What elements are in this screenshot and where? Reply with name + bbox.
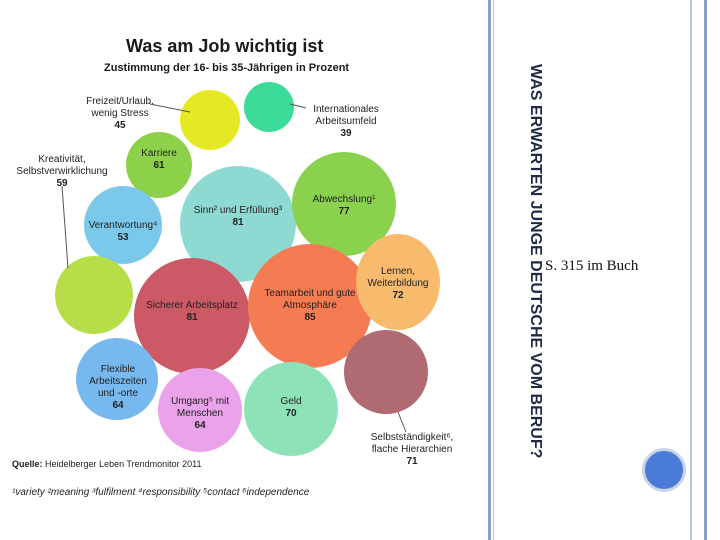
infographic-source: Quelle: Heidelberger Leben Trendmonitor … [12,459,202,469]
rail-left-2 [493,0,494,540]
rail-right-2 [704,0,707,540]
infographic-footnotes: ¹variety ²meaning ³fulfilment ⁴responsib… [12,487,310,498]
label-verantwortung: Verantwortung⁴ 53 [88,220,158,243]
slide-title-text: WAS ERWARTEN JUNGE DEUTSCHE VOM BERUF? [527,64,544,459]
bubble-umgang [158,368,242,452]
label-abwechslung: Abwechslung¹ 77 [312,194,376,217]
label-karriere: Karriere 61 [141,148,177,171]
bubble-lernen [356,234,440,330]
bubble-kreativitaet [55,256,133,334]
bubble-geld [244,362,338,456]
bubble-karriere [126,132,192,198]
bubble-sicherheit [134,258,250,374]
label-teamarbeit: Teamarbeit und gute Atmosphäre 85 [264,288,356,323]
slide-title: WAS ERWARTEN JUNGE DEUTSCHE VOM BERUF? [497,64,545,474]
bubble-freizeit [180,90,240,150]
infographic-title: Was am Job wichtig ist [126,36,324,56]
label-umgang: Umgang⁵ mit Menschen 64 [170,396,230,431]
rail-left-1 [488,0,491,540]
book-reference: S. 315 im Buch [545,258,639,274]
label-international: Internationales Arbeitsumfeld 39 [313,104,379,139]
bubble-flexibel [76,338,158,420]
infographic-panel: Was am Job wichtig ist Zustimmung der 16… [12,36,454,498]
label-lernen: Lernen, Weiterbildung 72 [367,266,429,301]
bubble-international [244,82,294,132]
label-selbststaendigkeit: Selbstständigkeit⁶, flache Hierarchien 71 [370,432,454,467]
rail-right-1 [690,0,692,540]
nav-circle-button[interactable] [642,448,686,492]
bubble-verantwortung [84,186,162,264]
label-sicherheit: Sicherer Arbeitsplatz 81 [146,300,238,323]
bubble-selbststaendigkeit [344,330,428,414]
label-flexibel: Flexible Arbeitszeiten und -orte 64 [89,364,147,411]
infographic-subtitle: Zustimmung der 16- bis 35-Jährigen in Pr… [104,62,350,74]
label-kreativitaet: Kreativität, Selbstverwirklichung 59 [16,154,108,189]
label-sinn: Sinn² und Erfüllung³ 81 [193,205,283,228]
label-freizeit: Freizeit/Urlaub, wenig Stress 45 [86,96,154,131]
label-geld: Geld 70 [280,396,302,419]
